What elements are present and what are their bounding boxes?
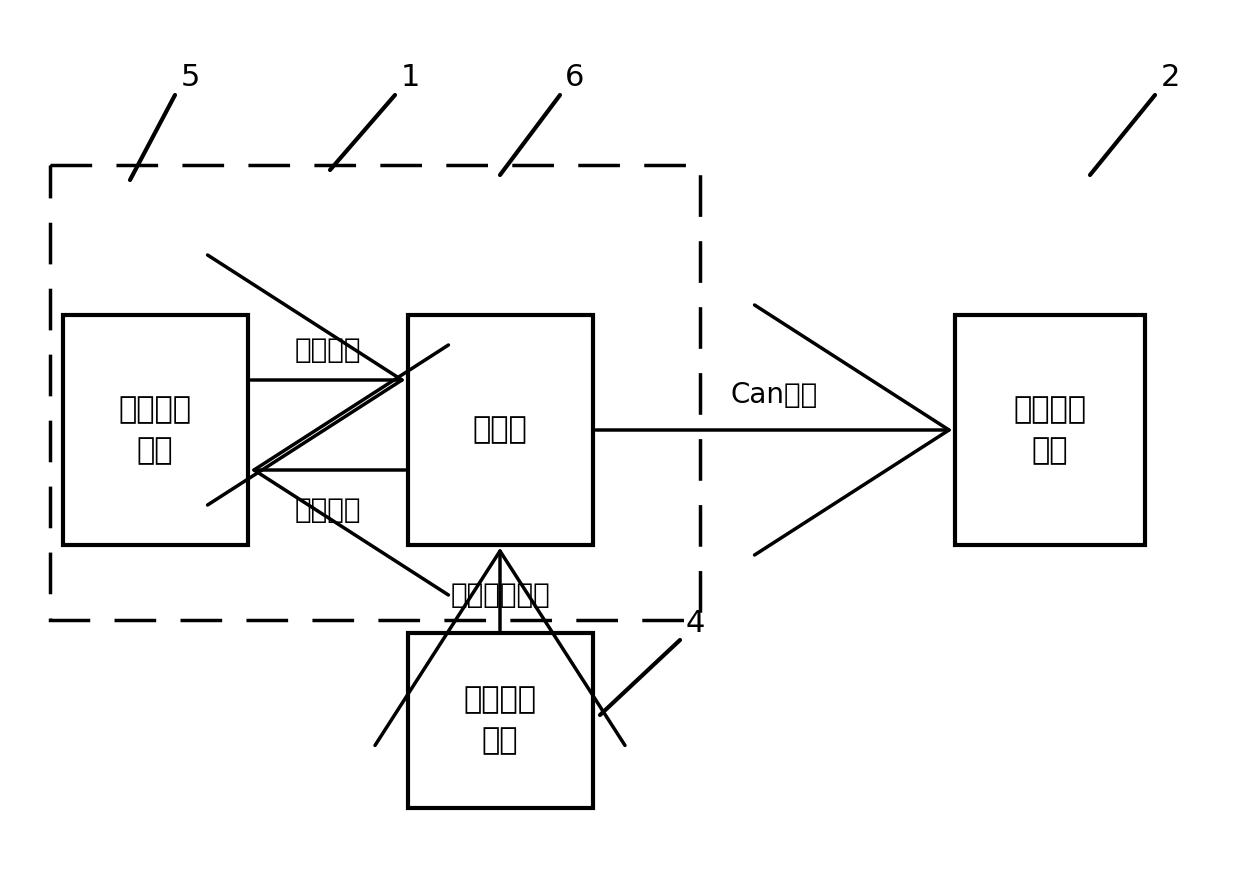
Text: 1: 1 (401, 64, 419, 93)
Text: 试验结果: 试验结果 (295, 496, 361, 524)
Bar (408, 633, 593, 808)
Bar (408, 315, 593, 545)
Text: 处理器: 处理器 (472, 416, 527, 444)
Text: Can总线: Can总线 (730, 381, 817, 409)
Text: 数据处理
模块: 数据处理 模块 (464, 685, 537, 755)
Text: 试验标准
装置: 试验标准 装置 (1013, 395, 1086, 464)
Text: 4: 4 (686, 608, 704, 637)
Text: 6: 6 (565, 64, 585, 93)
Bar (62, 315, 248, 545)
Text: 2: 2 (1161, 64, 1179, 93)
Bar (50, 165, 701, 620)
Bar (955, 315, 1145, 545)
Text: 人机交互
单元: 人机交互 单元 (119, 395, 191, 464)
Text: 控制指令: 控制指令 (295, 336, 361, 364)
Text: 5: 5 (180, 64, 200, 93)
Text: 内部数据传输: 内部数据传输 (450, 581, 549, 609)
